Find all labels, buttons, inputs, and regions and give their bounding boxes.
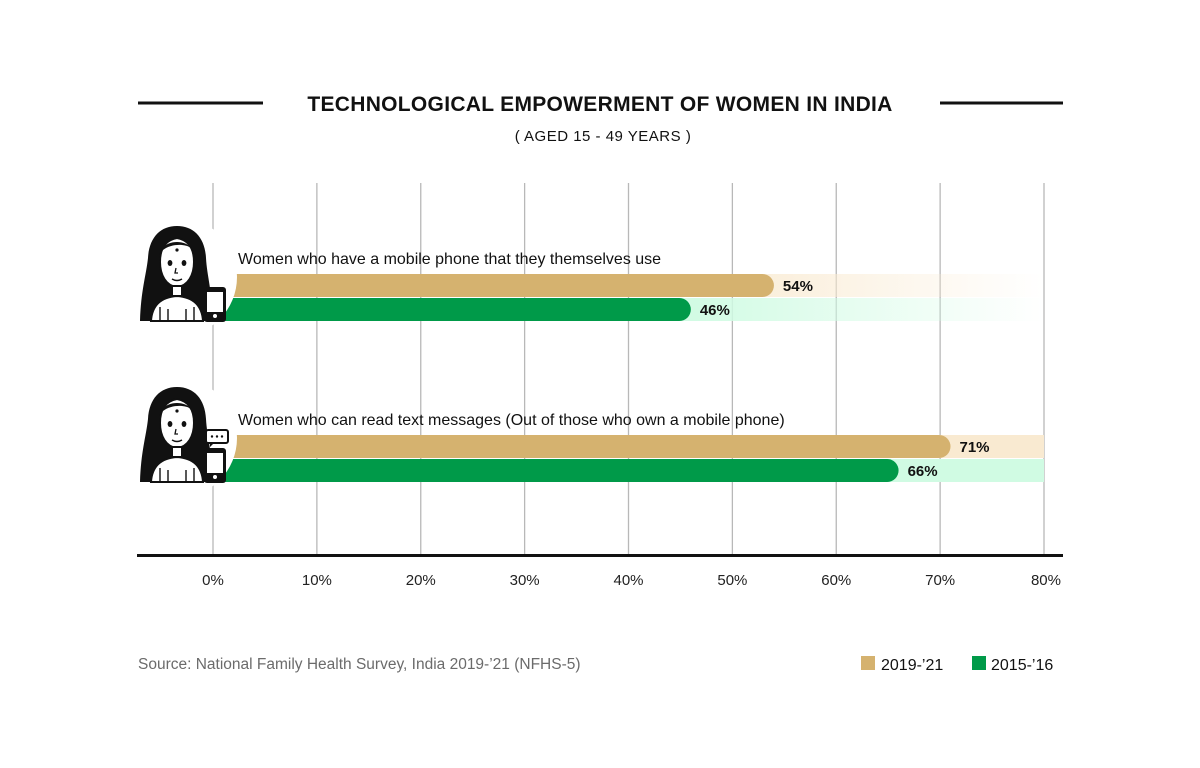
x-tick-label: 20% [406, 572, 436, 589]
value-label: 66% [908, 463, 938, 480]
woman-with-phone-message-icon [140, 387, 229, 483]
bars [221, 274, 951, 482]
chart-subtitle: ( AGED 15 - 49 YEARS ) [515, 128, 692, 145]
chart-title: TECHNOLOGICAL EMPOWERMENT OF WOMEN IN IN… [307, 93, 892, 116]
category-label: Women who have a mobile phone that they … [238, 251, 661, 268]
bar-201516-0 [221, 298, 691, 321]
category-label: Women who can read text messages (Out of… [238, 412, 785, 429]
x-tick-label: 0% [202, 572, 224, 589]
x-axis-ticks: 0% 10% 20% 30% 40% 50% 60% 70% 80% [202, 572, 1061, 589]
x-tick-label: 40% [613, 572, 643, 589]
woman-with-phone-icon [140, 226, 226, 322]
bar-201516-1 [221, 459, 899, 482]
x-tick-label: 30% [510, 572, 540, 589]
x-tick-label: 70% [925, 572, 955, 589]
bar-201921-1 [221, 435, 951, 458]
legend: 2019-’21 2015-’16 [861, 656, 1053, 674]
x-tick-label: 80% [1031, 572, 1061, 589]
legend-swatch-2015-16 [972, 656, 986, 670]
gridlines [212, 183, 1045, 554]
legend-label-2015-16: 2015-’16 [991, 657, 1053, 674]
value-label: 46% [700, 302, 730, 319]
x-tick-label: 50% [717, 572, 747, 589]
source-note: Source: National Family Health Survey, I… [138, 656, 581, 673]
legend-swatch-2019-21 [861, 656, 875, 670]
x-tick-label: 10% [302, 572, 332, 589]
legend-label-2019-21: 2019-’21 [881, 657, 943, 674]
value-label: 54% [783, 278, 813, 295]
bar-201921-0 [221, 274, 774, 297]
x-tick-label: 60% [821, 572, 851, 589]
value-label: 71% [960, 439, 990, 456]
value-labels: 54% 46% 71% 66% [700, 278, 990, 480]
